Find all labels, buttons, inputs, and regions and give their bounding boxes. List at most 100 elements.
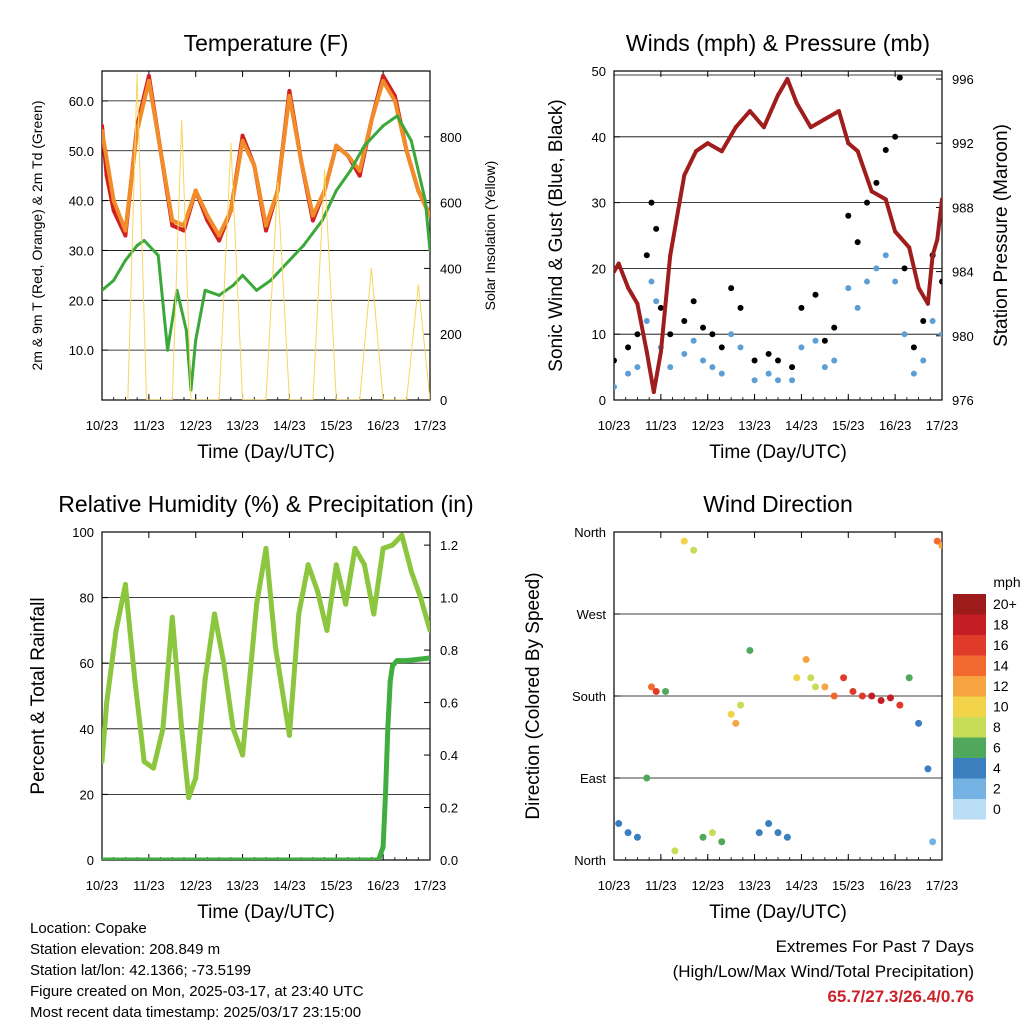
chart1-series-2m-t-point	[123, 233, 128, 238]
chart3-series-relative-humidity-point	[104, 700, 110, 706]
chart2-series-sonic-wind-point	[821, 364, 828, 371]
chart2-series-sonic-wind-point	[737, 344, 744, 351]
chart3-series-relative-humidity-point	[151, 765, 157, 771]
chart1-series-2m-td-point	[362, 144, 366, 148]
chart4-series-wind-direction-deg--point	[774, 829, 782, 837]
chart4-series-wind-direction-deg--point	[708, 829, 716, 837]
chart1-series-2m-td-point	[409, 139, 413, 143]
figure-created: Figure created on Mon, 2025-03-17, at 23…	[30, 983, 364, 1000]
chart2-x-tick-label: 17/23	[926, 418, 959, 433]
chart2-ylabel-right: Station Pressure (Maroon)	[991, 124, 1012, 347]
chart1-series-2m-td-point	[301, 243, 305, 247]
chart1-series-solar-insolation-point	[230, 142, 232, 144]
chart1-series-2m-td-point	[123, 258, 127, 262]
chart3-series-relative-humidity-point	[240, 752, 246, 758]
chart1-series-9m-t-point	[158, 148, 163, 153]
chart2-x-tick-label: 10/23	[598, 418, 631, 433]
chart2-series-gust-point	[789, 364, 796, 371]
chart2-series-sonic-wind-point	[882, 252, 889, 259]
chart4-series-wind-direction-deg--point	[633, 833, 641, 841]
chart1-series-9m-t-point	[102, 128, 104, 133]
chart4-series-wind-direction-deg--point	[905, 674, 913, 682]
chart1-series-9m-t-point	[381, 78, 386, 83]
chart4-series-wind-direction-deg--point	[746, 646, 754, 654]
chart4-legend-swatch	[953, 778, 986, 799]
chart2-series-station-pressure-point	[930, 253, 935, 258]
chart2-series-gust-point	[728, 285, 735, 292]
chart1-series-2m-td-point	[156, 253, 160, 257]
chart2-y-tick-label: 40	[592, 130, 606, 145]
chart2-series-gust-point	[690, 298, 697, 305]
chart3-series-relative-humidity-point	[132, 677, 138, 683]
chart3-series-relative-humidity-point	[418, 595, 424, 601]
chart3-y-right-tick-label: 0.2	[440, 801, 458, 816]
chart3-series-relative-humidity-point	[427, 627, 430, 633]
chart1-series-9m-t-point	[146, 78, 151, 83]
chart3-series-relative-humidity-point	[193, 775, 199, 781]
chart2-y-tick-label: 50	[592, 64, 606, 79]
chart1-y-tick-label: 60.0	[69, 94, 94, 109]
chart1-series-solar-insolation-point	[359, 399, 361, 400]
chart3-series-relative-humidity-point	[160, 726, 166, 732]
chart2-series-station-pressure-point	[925, 301, 930, 306]
chart1-series-2m-t-point	[310, 218, 315, 223]
chart4-x-tick-label: 16/23	[879, 878, 912, 893]
chart1-xlabel: Time (Day/UTC)	[197, 442, 335, 463]
chart2-series-station-pressure-point	[869, 189, 874, 194]
chart2-series-gust-point	[831, 324, 838, 331]
chart1-x-tick-label: 16/23	[367, 418, 400, 433]
chart4-series-wind-direction-deg--point	[699, 833, 707, 841]
chart1-series-9m-t-point	[428, 213, 430, 218]
chart1-series-9m-t-point	[310, 213, 315, 218]
chart4-legend-label: 18	[993, 617, 1009, 633]
chart1-series-9m-t-point	[404, 148, 409, 153]
chart4-x-tick-label: 11/23	[645, 878, 677, 893]
chart1-series-2m-td-point	[423, 199, 427, 203]
chart3-y-right-tick-label: 1.2	[440, 538, 458, 553]
chart3-x-tick-label: 11/23	[133, 878, 165, 893]
chart3-y-tick-label: 100	[72, 525, 94, 540]
chart1-series-2m-td-point	[203, 288, 207, 292]
chart1-series-solar-insolation-point	[406, 399, 408, 400]
chart3-x-tick-label: 15/23	[320, 878, 353, 893]
chart3-series-relative-humidity-point	[272, 644, 278, 650]
chart4-legend-swatch	[953, 594, 986, 615]
chart4-series-wind-direction-deg--point	[840, 674, 848, 682]
chart4-y-tick-label: North	[574, 525, 606, 540]
chart1-x-tick-label: 15/23	[320, 418, 353, 433]
chart1-series-9m-t-point	[193, 188, 198, 193]
chart3-series-total-precipitation-point	[146, 857, 152, 860]
chart2-y-right-tick-label: 988	[952, 200, 974, 215]
chart1-y-right-tick-label: 200	[440, 327, 462, 342]
chart3-plot-area	[102, 532, 430, 860]
chart2-series-sonic-wind-point	[789, 377, 796, 384]
chart4-legend-label: 14	[993, 658, 1009, 674]
chart3-series-total-precipitation-point	[382, 791, 388, 797]
chart1-ylabel-right: Solar Insolation (Yellow)	[482, 161, 498, 311]
chart1-series-2m-t-point	[102, 123, 104, 128]
chart1-series-9m-t-point	[264, 223, 268, 228]
chart1-x-tick-label: 17/23	[414, 418, 447, 433]
chart1-series-2m-t-point	[287, 88, 292, 93]
chart3-series-relative-humidity-point	[305, 562, 311, 568]
chart4-series-wind-direction-deg--point	[849, 687, 857, 695]
chart2-series-gust-point	[854, 239, 861, 246]
chart3-series-total-precipitation-point	[240, 857, 246, 860]
chart3-series-total-precipitation-point	[193, 857, 199, 860]
chart4-legend-label: 10	[993, 699, 1009, 715]
chart4-y-tick-label: North	[574, 853, 606, 868]
chart4-series-wind-direction-deg--point	[896, 701, 904, 709]
chart2-series-gust-point	[910, 344, 917, 351]
chart4-series-wind-direction-deg--point	[718, 838, 726, 846]
chart1-y-tick-label: 30.0	[69, 243, 94, 258]
chart2-plot-area	[614, 74, 942, 394]
chart2-series-station-pressure-point	[668, 253, 673, 258]
chart1-series-2m-t-point	[264, 228, 268, 233]
chart1-series-solar-insolation-point	[136, 73, 138, 75]
chart3-series-total-precipitation-point	[333, 857, 339, 860]
chart2-series-gust-point	[896, 74, 903, 81]
chart1-series-2m-td-point	[241, 273, 245, 277]
chart3-series-relative-humidity-point	[211, 611, 217, 617]
chart4-ylabel: Direction (Colored By Speed)	[523, 572, 544, 819]
chart3-series-relative-humidity-point	[296, 611, 302, 617]
